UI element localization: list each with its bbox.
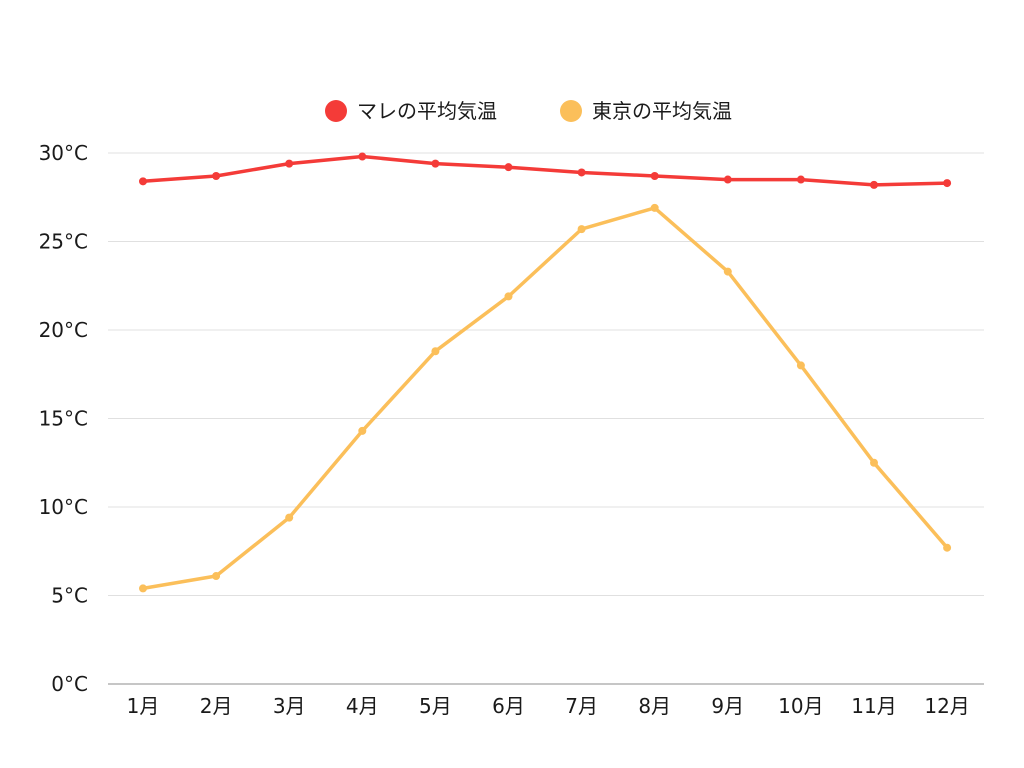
legend-swatch: [560, 100, 582, 122]
data-point: [139, 177, 147, 186]
x-tick-label: 1月: [127, 694, 160, 718]
data-point: [212, 172, 221, 181]
x-tick-label: 11月: [851, 694, 896, 718]
y-axis: 0°C 5°C 10°C 15°C 20°C 25°C 30°C: [39, 141, 88, 696]
data-point: [139, 584, 147, 593]
data-point: [285, 513, 294, 522]
x-tick-label: 12月: [924, 694, 969, 718]
legend-item: マレの平均気温: [325, 99, 497, 123]
data-point: [577, 225, 586, 234]
series-lines: [139, 152, 952, 593]
x-tick-label: 5月: [419, 694, 452, 718]
series-line: [141, 154, 949, 187]
data-point: [431, 347, 440, 356]
data-point: [796, 175, 805, 184]
series-1: [139, 203, 952, 593]
data-point: [358, 152, 367, 161]
legend: マレの平均気温 東京の平均気温: [325, 99, 732, 123]
legend-swatch: [325, 100, 347, 122]
data-point: [212, 572, 221, 581]
data-point: [796, 361, 805, 370]
data-point: [723, 175, 732, 184]
data-point: [285, 159, 294, 168]
y-tick-label: 25°C: [39, 230, 88, 254]
y-tick-label: 20°C: [39, 318, 88, 342]
series-line: [141, 206, 949, 591]
x-tick-label: 10月: [778, 694, 823, 718]
x-tick-label: 6月: [492, 694, 525, 718]
legend-label: 東京の平均気温: [592, 99, 732, 123]
data-point: [723, 267, 732, 276]
data-point: [504, 163, 513, 172]
x-tick-label: 3月: [273, 694, 306, 718]
legend-item: 東京の平均気温: [560, 99, 732, 123]
data-point: [358, 426, 367, 435]
data-point: [650, 172, 659, 181]
legend-label: マレの平均気温: [357, 99, 497, 123]
series-0: [139, 152, 952, 189]
x-tick-label: 2月: [200, 694, 233, 718]
data-point: [870, 458, 878, 467]
x-tick-label: 8月: [638, 694, 671, 718]
data-point: [577, 168, 586, 177]
x-axis: 1月 2月 3月 4月 5月 6月 7月 8月 9月 10月 11月 12月: [127, 694, 970, 718]
data-point: [650, 203, 659, 212]
data-point: [943, 543, 952, 552]
y-tick-label: 5°C: [51, 584, 88, 608]
y-tick-label: 0°C: [51, 672, 88, 696]
data-point: [504, 292, 513, 301]
data-point: [870, 180, 878, 189]
x-tick-label: 9月: [711, 694, 744, 718]
y-tick-label: 30°C: [39, 141, 88, 165]
x-tick-label: 7月: [565, 694, 598, 718]
y-tick-label: 10°C: [39, 495, 88, 519]
x-tick-label: 4月: [346, 694, 379, 718]
grid-lines: [108, 152, 984, 685]
data-point: [431, 159, 440, 168]
data-point: [943, 179, 952, 188]
y-tick-label: 15°C: [39, 407, 88, 431]
